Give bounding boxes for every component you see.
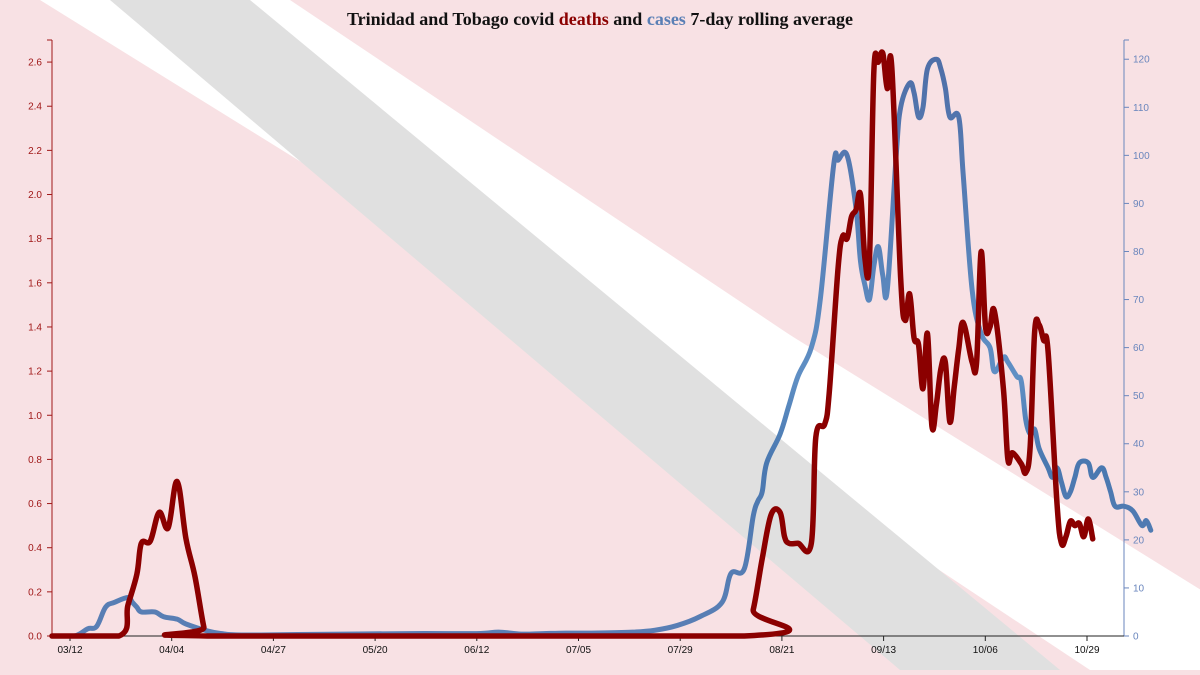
right-axis-tick-label: 90 (1133, 199, 1145, 210)
x-axis-tick-label: 03/12 (57, 645, 82, 656)
right-axis-tick-label: 50 (1133, 391, 1145, 402)
x-axis-tick-label: 04/04 (159, 645, 184, 656)
right-axis-tick-label: 0 (1133, 632, 1139, 643)
left-axis-tick-label: 0.8 (28, 455, 42, 466)
right-axis-tick-label: 120 (1133, 55, 1150, 66)
left-axis-tick-label: 2.2 (28, 146, 42, 157)
right-axis-tick-label: 30 (1133, 487, 1145, 498)
axes: 0.0 0.2 0.4 0.6 0.8 1.0 1.2 1.4 1.6 1.8 2.0 2.2 2.4 2… (28, 39, 1150, 656)
x-axis-tick-label: 10/06 (973, 645, 998, 656)
x-axis-tick-label: 06/12 (464, 645, 489, 656)
x-axis-tick-label: 08/21 (769, 645, 794, 656)
x-axis-tick-label: 05/20 (363, 645, 388, 656)
left-axis-tick-label: 0.0 (28, 632, 42, 643)
left-axis-tick-label: 1.2 (28, 367, 42, 378)
deaths-series-line (49, 49, 1096, 639)
right-axis-tick-label: 80 (1133, 247, 1145, 258)
left-axis-tick-label: 0.4 (28, 543, 42, 554)
right-axis-tick-label: 60 (1133, 343, 1145, 354)
left-axis-tick-label: 1.8 (28, 234, 42, 245)
x-axis-tick-label: 07/05 (566, 645, 591, 656)
series-lines (49, 49, 1154, 639)
title-segment: deaths (559, 9, 609, 29)
title-segment: cases (647, 9, 686, 29)
right-axis-tick-label: 110 (1133, 103, 1149, 114)
left-axis-tick-label: 0.6 (28, 499, 42, 510)
right-axis-tick-label: 40 (1133, 439, 1145, 450)
left-axis-tick-label: 0.2 (28, 587, 42, 598)
left-axis-tick-label: 1.4 (28, 322, 42, 333)
chart-title: Trinidad and Tobago covid deaths and cas… (347, 9, 853, 29)
x-axis-tick-label: 04/27 (261, 645, 286, 656)
left-axis-tick-label: 2.0 (28, 190, 42, 201)
title-segment: and (609, 9, 647, 29)
flag-stripe-gray (110, 0, 1060, 670)
right-axis-tick-label: 20 (1133, 535, 1145, 546)
left-axis-tick-label: 2.6 (28, 58, 42, 69)
title-segment: Trinidad and Tobago covid (347, 9, 559, 29)
x-axis-tick-label: 07/29 (668, 645, 693, 656)
x-axis-tick-label: 09/13 (871, 645, 896, 656)
right-axis-tick-label: 10 (1133, 583, 1145, 594)
left-axis-tick-label: 2.4 (28, 102, 42, 113)
right-axis-tick-label: 100 (1133, 151, 1150, 162)
x-axis-tick-label: 10/29 (1074, 645, 1099, 656)
left-axis-tick-label: 1.6 (28, 278, 42, 289)
left-axis-tick-label: 1.0 (28, 411, 42, 422)
title-segment: 7-day rolling average (686, 9, 853, 29)
right-axis-tick-label: 70 (1133, 295, 1145, 306)
